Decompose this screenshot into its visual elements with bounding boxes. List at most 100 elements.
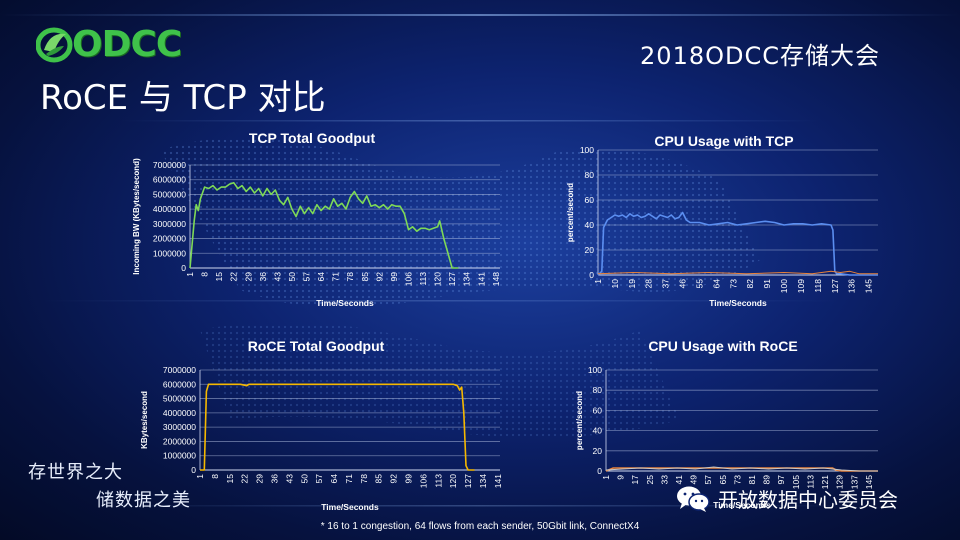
chart-cpu-roce-xtick-label: 1 bbox=[601, 475, 611, 480]
chart-cpu-tcp-xtick-label: 127 bbox=[830, 279, 840, 293]
chart-tcp-goodput-xtick-label: 99 bbox=[389, 272, 399, 282]
chart-tcp-goodput-xtick-label: 78 bbox=[345, 272, 355, 282]
chart-tcp-goodput-xtick-label: 15 bbox=[214, 272, 224, 282]
chart-tcp-goodput-xtick-label: 57 bbox=[302, 272, 312, 282]
footnote: * 16 to 1 congestion, 64 flows from each… bbox=[320, 521, 640, 532]
chart-cpu-roce-ytick-label: 100 bbox=[588, 365, 602, 375]
chart-cpu-tcp-xtick-label: 73 bbox=[728, 279, 738, 289]
chart-cpu-roce-xtick-label: 49 bbox=[689, 475, 699, 485]
chart-cpu-tcp-ytick-label: 20 bbox=[585, 245, 595, 255]
chart-tcp-goodput-xtick-label: 8 bbox=[200, 272, 210, 277]
chart-cpu-roce-xtick-label: 121 bbox=[820, 475, 830, 489]
chart-roce-goodput-ytick-label: 5000000 bbox=[163, 394, 196, 404]
chart-cpu-roce-xtick-label: 97 bbox=[776, 475, 786, 485]
chart-roce-goodput-xtick-label: 78 bbox=[359, 474, 369, 484]
chart-cpu-roce-xtick-label: 137 bbox=[849, 475, 859, 489]
chart-tcp-goodput-xtick-label: 29 bbox=[243, 272, 253, 282]
chart-tcp-goodput-xtick-label: 92 bbox=[374, 272, 384, 282]
chart-tcp-goodput-xtick-label: 64 bbox=[316, 272, 326, 282]
chart-cpu-roce-ytick-label: 0 bbox=[597, 466, 602, 476]
chart-cpu-roce-xtick-label: 9 bbox=[616, 475, 626, 480]
chart-roce-goodput-xtick-label: 127 bbox=[463, 474, 473, 488]
chart-tcp-goodput-series-1 bbox=[189, 181, 459, 269]
chart-roce-goodput-svg: RoCE Total Goodput 0 1000000 2000000 3000000… bbox=[140, 338, 503, 512]
chart-tcp-goodput-xtick-label: 71 bbox=[331, 272, 341, 282]
chart-roce-goodput-ytick-label: 2000000 bbox=[163, 436, 196, 446]
chart-cpu-roce-ytick-label: 40 bbox=[593, 426, 603, 436]
chart-cpu-roce-xtick-label: 129 bbox=[835, 475, 845, 489]
chart-cpu-tcp: CPU Usage with TCP 0 20 40 60 80 100 1 10 19 28 37 4… bbox=[556, 128, 886, 310]
chart-cpu-tcp-xtick-label: 10 bbox=[610, 279, 620, 289]
chart-cpu-tcp-xtick-label: 55 bbox=[694, 279, 704, 289]
chart-roce-goodput-xtick-label: 22 bbox=[240, 474, 250, 484]
chart-tcp-goodput: TCP Total Goodput 0 1000000 2000000 3000000 4… bbox=[128, 128, 508, 310]
chart-roce-goodput-xtick-label: 71 bbox=[344, 474, 354, 484]
chart-cpu-tcp-ytick-label: 80 bbox=[585, 170, 595, 180]
chart-roce-goodput-ytick-label: 6000000 bbox=[163, 379, 196, 389]
wechat-account: 开放数据中心委员会 bbox=[676, 484, 898, 513]
chart-roce-goodput-xtick-label: 57 bbox=[314, 474, 324, 484]
chart-tcp-goodput-xtick-label: 120 bbox=[433, 272, 443, 286]
wechat-icon bbox=[677, 486, 710, 512]
conference-title: 2018ODCC存储大会 bbox=[640, 42, 880, 70]
chart-roce-goodput-xtick-label: 64 bbox=[329, 474, 339, 484]
chart-roce-goodput-xtick-label: 43 bbox=[284, 474, 294, 484]
chart-cpu-tcp-xtick-label: 1 bbox=[593, 279, 603, 284]
chart-cpu-tcp-ylabel: percent/second bbox=[566, 183, 575, 242]
chart-cpu-tcp-ytick-label: 40 bbox=[585, 220, 595, 230]
chart-cpu-tcp-xtick-label: 82 bbox=[745, 279, 755, 289]
chart-cpu-roce-xtick-label: 33 bbox=[659, 475, 669, 485]
chart-cpu-tcp-xlabel: Time/Seconds bbox=[709, 298, 767, 308]
chart-tcp-goodput-ytick-label: 5000000 bbox=[153, 189, 186, 199]
chart-roce-goodput-xtick-label: 99 bbox=[404, 474, 414, 484]
chart-cpu-tcp-xtick-label: 100 bbox=[779, 279, 789, 293]
chart-cpu-tcp-svg: CPU Usage with TCP 0 20 40 60 80 100 1 10 19 28 37 4… bbox=[566, 133, 878, 308]
chart-cpu-roce-ylabel: percent/second bbox=[575, 391, 584, 450]
chart-roce-goodput-ylabel: KBytes/second bbox=[140, 391, 149, 449]
chart-tcp-goodput-ytick-label: 2000000 bbox=[153, 234, 186, 244]
chart-cpu-roce-xtick-label: 73 bbox=[732, 475, 742, 485]
chart-roce-goodput-xtick-label: 85 bbox=[374, 474, 384, 484]
chart-cpu-roce-xtick-label: 57 bbox=[703, 475, 713, 485]
chart-roce-goodput-ytick-label: 3000000 bbox=[163, 422, 196, 432]
chart-tcp-goodput-xtick-label: 106 bbox=[403, 272, 413, 286]
chart-roce-goodput-ytick-label: 0 bbox=[191, 465, 196, 475]
chart-roce-goodput-xtick-label: 1 bbox=[195, 474, 205, 479]
chart-tcp-goodput-ytick-label: 6000000 bbox=[153, 175, 186, 185]
chart-cpu-tcp-xtick-label: 91 bbox=[762, 279, 772, 289]
chart-roce-goodput-ytick-label: 1000000 bbox=[163, 451, 196, 461]
chart-tcp-goodput-ytick-label: 0 bbox=[181, 263, 186, 273]
chart-roce-goodput-xtick-label: 50 bbox=[299, 474, 309, 484]
chart-tcp-goodput-xtick-label: 134 bbox=[462, 272, 472, 286]
chart-roce-goodput-xtick-label: 141 bbox=[493, 474, 503, 488]
chart-cpu-roce-title: CPU Usage with RoCE bbox=[648, 338, 797, 354]
chart-roce-goodput-ytick-label: 7000000 bbox=[163, 365, 196, 375]
slogan-line-1: 存世界之大 bbox=[28, 462, 123, 483]
chart-cpu-tcp-ytick-label: 0 bbox=[589, 270, 594, 280]
chart-tcp-goodput-xlabel: Time/Seconds bbox=[316, 298, 374, 308]
chart-cpu-roce-xtick-label: 25 bbox=[645, 475, 655, 485]
chart-cpu-roce-xtick-label: 17 bbox=[630, 475, 640, 485]
wechat-account-name: 开放数据中心委员会 bbox=[718, 488, 898, 512]
chart-tcp-goodput-ytick-label: 4000000 bbox=[153, 204, 186, 214]
slide-title: RoCE 与 TCP 对比 bbox=[40, 78, 326, 118]
chart-roce-goodput-xtick-label: 92 bbox=[389, 474, 399, 484]
chart-tcp-goodput-ylabel: Incoming BW (KBytes/second) bbox=[132, 158, 141, 275]
chart-cpu-tcp-xtick-label: 28 bbox=[644, 279, 654, 289]
chart-cpu-roce-xtick-label: 41 bbox=[674, 475, 684, 485]
chart-tcp-goodput-ytick-label: 7000000 bbox=[153, 160, 186, 170]
chart-roce-goodput-title: RoCE Total Goodput bbox=[248, 338, 385, 354]
chart-roce-goodput-xtick-label: 120 bbox=[448, 474, 458, 488]
chart-roce-goodput-ytick-label: 4000000 bbox=[163, 408, 196, 418]
chart-roce-goodput: RoCE Total Goodput 0 1000000 2000000 3000000… bbox=[128, 328, 508, 518]
chart-cpu-tcp-xtick-label: 37 bbox=[661, 279, 671, 289]
chart-cpu-tcp-xtick-label: 136 bbox=[847, 279, 857, 293]
chart-tcp-goodput-xtick-label: 50 bbox=[287, 272, 297, 282]
slogan-line-2: 储数据之美 bbox=[96, 490, 191, 511]
chart-cpu-tcp-xtick-label: 46 bbox=[678, 279, 688, 289]
chart-roce-goodput-xtick-label: 29 bbox=[255, 474, 265, 484]
chart-tcp-goodput-xtick-label: 127 bbox=[447, 272, 457, 286]
chart-tcp-goodput-svg: TCP Total Goodput 0 1000000 2000000 3000000 4… bbox=[132, 130, 501, 308]
chart-tcp-goodput-xtick-label: 22 bbox=[229, 272, 239, 282]
chart-roce-goodput-xtick-label: 113 bbox=[433, 474, 443, 488]
